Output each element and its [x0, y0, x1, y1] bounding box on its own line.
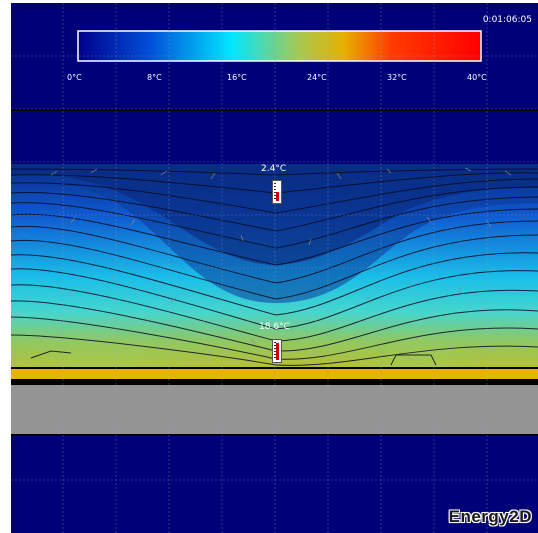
colorbar-tick-4: 32°C: [387, 73, 407, 82]
colorbar-tick-5: 40°C: [467, 73, 487, 82]
colorbar: [77, 30, 482, 62]
heater-plate: [11, 369, 538, 379]
colorbar-tick-2: 16°C: [227, 73, 247, 82]
thermometer-fill: [276, 192, 279, 201]
simulation-view[interactable]: 0°C 8°C 16°C 24°C 32°C 40°C 0:01:06:05 2…: [11, 3, 538, 533]
timer-readout: 0:01:06:05: [482, 15, 532, 25]
field-canvas: [11, 3, 538, 533]
isotherms: [11, 168, 538, 366]
thermometer-scale: [274, 183, 276, 199]
colorbar-tick-3: 24°C: [307, 73, 327, 82]
thermometer-top-icon[interactable]: [272, 180, 282, 204]
velocity-arrows: [50, 167, 512, 344]
brand-logo: Energy2D: [448, 507, 532, 526]
sensor-label-bottom: 18.6°C: [259, 322, 290, 332]
thermometer-scale: [274, 342, 276, 358]
thermometer-fill: [276, 343, 279, 360]
colorbar-tick-0: 0°C: [67, 73, 82, 82]
thermometer-bottom-icon[interactable]: [272, 339, 282, 363]
colorbar-tick-1: 8°C: [147, 73, 162, 82]
grid: [11, 3, 538, 533]
ground-block: [11, 385, 538, 434]
sensor-label-top: 2.4°C: [261, 164, 287, 174]
